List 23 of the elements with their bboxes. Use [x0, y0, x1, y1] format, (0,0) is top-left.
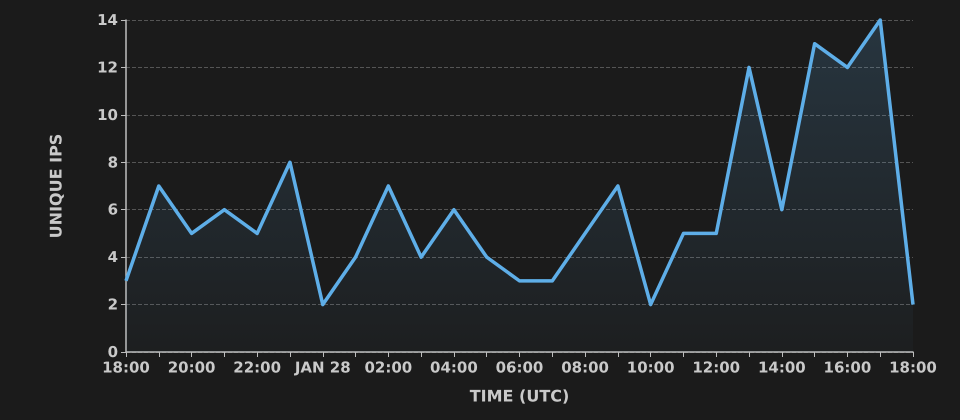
y-tick-label: 8	[108, 153, 118, 172]
x-tick-label: 12:00	[692, 358, 740, 376]
x-tick-label: 16:00	[824, 358, 872, 376]
y-tick-label: 4	[108, 248, 118, 266]
y-tick-label: 14	[97, 11, 118, 29]
y-tick-label: 12	[97, 58, 118, 76]
x-tick-label: 20:00	[168, 358, 216, 376]
y-tick-label: 10	[97, 106, 118, 124]
x-tick-label: 02:00	[364, 358, 412, 376]
x-tick-label: 18:00	[889, 358, 937, 376]
x-tick-label: JAN 28	[294, 358, 351, 376]
y-tick-label: 2	[108, 296, 118, 314]
x-tick-label: 18:00	[102, 358, 150, 376]
y-tick-label: 0	[108, 343, 118, 361]
x-tick-label: 08:00	[561, 358, 609, 376]
x-axis-title: TIME (UTC)	[470, 386, 570, 406]
y-axis-title: UNIQUE IPS	[46, 134, 66, 238]
x-tick-label: 22:00	[233, 358, 282, 376]
x-tick-label: 10:00	[626, 358, 675, 376]
x-tick-label: 06:00	[496, 358, 544, 376]
y-tick-label: 6	[108, 200, 118, 219]
x-tick-label: 04:00	[430, 358, 478, 376]
x-tick-label: 14:00	[758, 358, 806, 376]
